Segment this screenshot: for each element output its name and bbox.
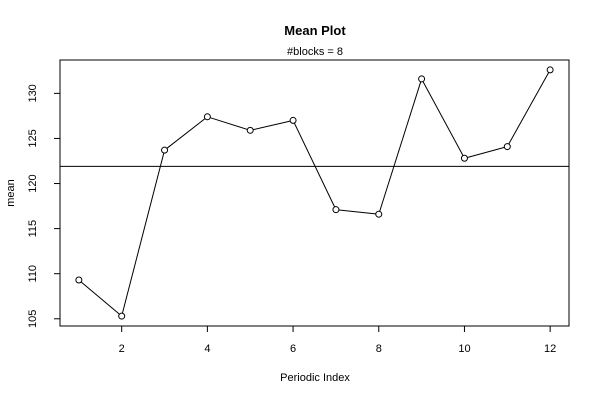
y-tick-label: 120 bbox=[27, 174, 39, 192]
series-line-segment bbox=[166, 118, 206, 149]
y-tick-label: 125 bbox=[27, 129, 39, 147]
y-tick-label: 105 bbox=[27, 310, 39, 328]
data-point bbox=[161, 146, 169, 154]
x-tick-label: 4 bbox=[204, 343, 210, 355]
plot-frame bbox=[59, 59, 570, 327]
y-tick-label: 115 bbox=[27, 220, 39, 238]
series-line-segment bbox=[293, 122, 336, 208]
series-line-segment bbox=[80, 281, 120, 315]
data-point bbox=[75, 276, 83, 284]
series-line-segment bbox=[338, 209, 376, 215]
x-tick-label: 6 bbox=[290, 343, 296, 355]
chart-title: Mean Plot bbox=[284, 23, 346, 38]
chart-subtitle: #blocks = 8 bbox=[287, 46, 343, 58]
series-line-segment bbox=[508, 72, 550, 145]
data-point bbox=[375, 210, 383, 218]
data-point bbox=[246, 126, 254, 134]
y-tick-label: 110 bbox=[27, 265, 39, 283]
data-point bbox=[460, 154, 468, 162]
data-point bbox=[503, 143, 511, 151]
data-point bbox=[289, 116, 297, 124]
series-line-segment bbox=[379, 81, 422, 212]
x-tick-label: 8 bbox=[376, 343, 382, 355]
series-line-segment bbox=[210, 117, 248, 130]
y-tick-label: 130 bbox=[27, 84, 39, 102]
x-tick-label: 10 bbox=[458, 343, 470, 355]
series-line-segment bbox=[253, 120, 291, 131]
data-point bbox=[118, 312, 126, 320]
x-tick-label: 2 bbox=[119, 343, 125, 355]
series-line-segment bbox=[422, 81, 464, 156]
data-point bbox=[203, 113, 211, 121]
data-point bbox=[546, 66, 554, 74]
y-axis-label: mean bbox=[5, 179, 17, 207]
data-point bbox=[418, 75, 426, 83]
series-line-segment bbox=[121, 152, 165, 314]
data-point bbox=[332, 206, 340, 214]
series-line-segment bbox=[467, 146, 505, 158]
x-axis-label: Periodic Index bbox=[280, 372, 350, 384]
x-tick-label: 12 bbox=[544, 343, 556, 355]
